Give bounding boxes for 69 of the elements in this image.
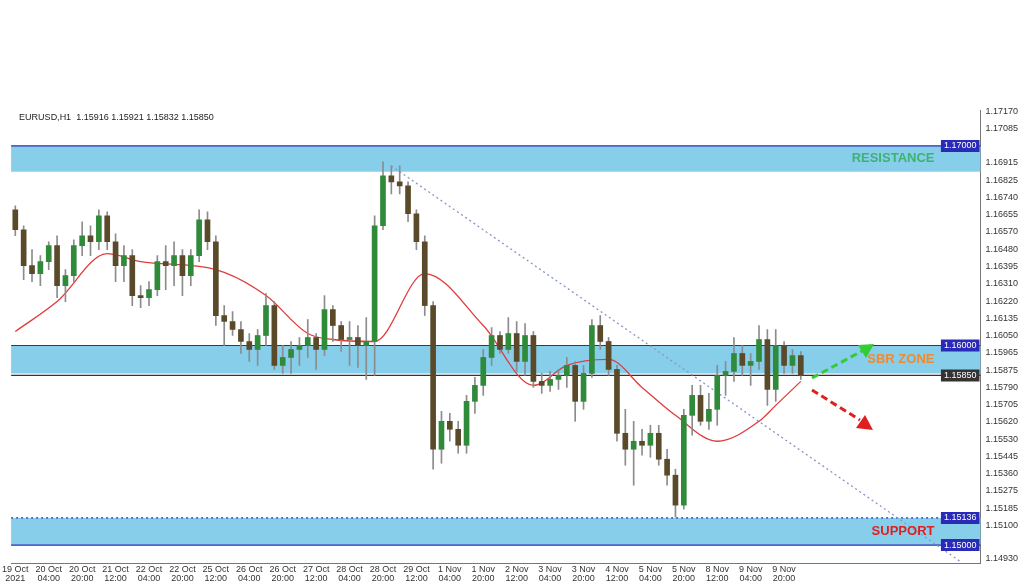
ref-line-label: 1.15000	[943, 539, 977, 550]
x-tick-label: 28 Oct 20:00	[369, 563, 397, 583]
y-tick-label: 1.15965	[985, 346, 1019, 357]
x-tick-label: 25 Oct 12:00	[202, 563, 230, 583]
x-tick-label: 22 Oct 04:00	[135, 563, 163, 583]
y-tick-label: 1.16740	[985, 192, 1019, 203]
x-tick-label: 22 Oct 20:00	[169, 563, 197, 583]
y-tick-label: 1.16050	[985, 329, 1019, 340]
x-tick-label: 29 Oct 12:00	[403, 563, 431, 583]
x-tick-label: 1 Nov 20:00	[471, 563, 496, 583]
x-tick-label: 9 Nov 04:00	[738, 563, 763, 583]
ref-line-label: 1.16000	[943, 339, 977, 350]
y-tick-label: 1.15275	[985, 484, 1019, 495]
x-tick-label: 4 Nov 12:00	[605, 563, 630, 583]
x-tick-label: 27 Oct 12:00	[302, 563, 330, 583]
y-tick-label: 1.15530	[985, 433, 1019, 444]
x-tick-label: 20 Oct 04:00	[35, 563, 63, 583]
x-tick-label: 3 Nov 04:00	[538, 563, 563, 583]
candlestick	[162, 245, 169, 290]
band-label: RESISTANCE	[851, 150, 935, 166]
x-tick-label: 2 Nov 12:00	[504, 563, 529, 583]
y-tick-label: 1.15790	[985, 381, 1019, 392]
y-tick-label: 1.15360	[985, 467, 1019, 478]
y-tick-label: 1.15445	[985, 450, 1019, 461]
y-tick-label: 1.16480	[985, 244, 1019, 255]
y-tick-label: 1.16570	[985, 226, 1019, 237]
y-tick-label: 1.15705	[985, 398, 1019, 409]
x-tick-label: 20 Oct 20:00	[68, 563, 96, 583]
x-tick-label: 9 Nov 20:00	[772, 563, 797, 583]
y-tick-label: 1.14930	[985, 553, 1019, 564]
y-tick-label: 1.16655	[985, 209, 1019, 220]
x-tick-label: 26 Oct 20:00	[269, 563, 297, 583]
candlestick	[363, 317, 370, 380]
x-tick-label: 26 Oct 04:00	[236, 563, 264, 583]
annotation: EURUSD,H1 1.15916 1.15921 1.15832 1.15850	[19, 111, 214, 122]
y-tick-label: 1.16220	[985, 296, 1019, 307]
y-tick-label: 1.16135	[985, 313, 1019, 324]
x-tick-label: 5 Nov 04:00	[638, 563, 663, 583]
ref-line-label: 1.17000	[943, 140, 977, 151]
y-tick-label: 1.16395	[985, 261, 1019, 272]
line-series	[14, 253, 802, 442]
x-tick-label: 5 Nov 20:00	[672, 563, 697, 583]
ref-line-label: 1.15136	[943, 512, 977, 523]
y-tick-label: 1.17170	[985, 106, 1019, 117]
y-tick-label: 1.15185	[985, 502, 1019, 513]
x-tick-label: 3 Nov 20:00	[571, 563, 596, 583]
candlestick	[355, 325, 361, 368]
y-tick-label: 1.15875	[985, 364, 1019, 375]
candlestick	[396, 165, 403, 195]
x-tick-label: 19 Oct 2021	[2, 563, 30, 583]
y-tick-label: 1.17085	[985, 123, 1019, 134]
y-tick-label: 1.16825	[985, 175, 1019, 186]
y-tick-label: 1.16915	[985, 157, 1019, 168]
x-tick-label: 1 Nov 04:00	[438, 563, 463, 583]
candlestick	[639, 428, 645, 456]
candlestick	[538, 373, 545, 394]
band-label: SBR ZONE	[867, 351, 935, 367]
x-tick-label: 21 Oct 12:00	[102, 563, 130, 583]
band-label: SUPPORT	[871, 523, 935, 539]
candlestick	[630, 420, 637, 486]
y-tick-label: 1.15620	[985, 415, 1019, 426]
ref-line-label: 1.15850	[943, 369, 977, 380]
candlestick	[221, 305, 228, 346]
candlestick	[304, 319, 311, 358]
y-tick-label: 1.16310	[985, 278, 1019, 289]
x-tick-label: 8 Nov 12:00	[705, 563, 730, 583]
x-tick-label: 28 Oct 04:00	[336, 563, 364, 583]
candlestick	[171, 241, 177, 286]
y-tick-label: 1.15100	[985, 519, 1019, 530]
